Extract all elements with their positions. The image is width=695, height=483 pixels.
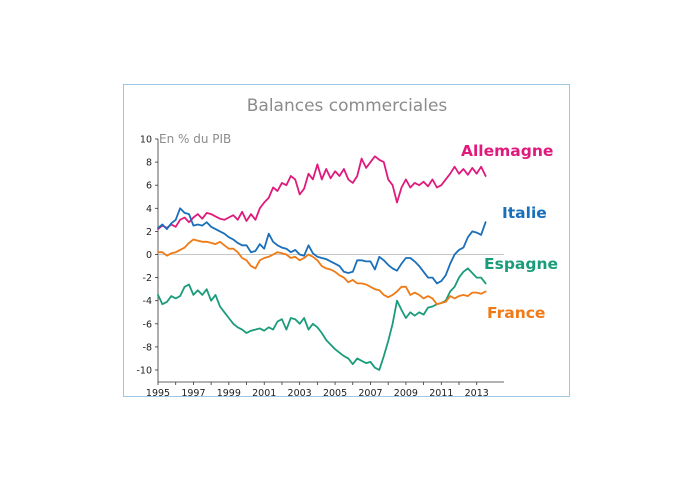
y-axis-label: En % du PIB — [159, 132, 231, 146]
x-tick-label: 2007 — [358, 388, 382, 398]
series-label-italie: Italie — [502, 204, 547, 222]
y-tick-label: -4 — [143, 296, 152, 307]
series-lines — [157, 155, 487, 371]
series-line-allemagne — [157, 155, 487, 231]
x-tick-label: 1999 — [217, 388, 241, 398]
y-tick-label: 6 — [146, 181, 152, 192]
y-tick-label: 2 — [146, 227, 152, 238]
y-tick-label: -8 — [143, 342, 152, 353]
y-tick-label: 10 — [140, 135, 152, 146]
x-tick-label: 2013 — [465, 388, 489, 398]
chart-title: Balances commerciales — [247, 96, 448, 116]
y-tick-label: -2 — [143, 273, 152, 284]
y-tick-label: -6 — [143, 319, 152, 330]
series-label-allemagne: Allemagne — [461, 142, 553, 160]
series-line-france — [157, 238, 487, 306]
y-tick-label: 4 — [146, 204, 152, 215]
x-tick-label: 2001 — [252, 388, 276, 398]
x-tick-label: 1995 — [146, 388, 170, 398]
x-tick-label: 2005 — [323, 388, 347, 398]
y-tick-label: -10 — [136, 366, 152, 377]
series-line-espagne — [157, 267, 487, 371]
series-label-france: France — [487, 304, 545, 322]
chart-frame: Balances commerciales En % du PIB 10 8 6 4 2… — [123, 84, 570, 398]
series-labels: Allemagne Italie Espagne France — [461, 142, 558, 322]
x-tick-label: 2011 — [429, 388, 453, 398]
x-tick-label: 2003 — [288, 388, 312, 398]
x-tick-label: 1997 — [181, 388, 205, 398]
axes: 10 8 6 4 2 0 -2 -4 -6 -8 -10 1995 1997 1999 2001 2003 20… — [136, 135, 504, 398]
chart: Balances commerciales En % du PIB 10 8 6 4 2… — [136, 96, 558, 398]
series-label-espagne: Espagne — [484, 255, 558, 273]
x-tick-label: 2009 — [394, 388, 418, 398]
y-tick-label: 8 — [146, 158, 152, 169]
y-tick-label: 0 — [146, 250, 152, 261]
series-line-italie — [157, 207, 487, 285]
